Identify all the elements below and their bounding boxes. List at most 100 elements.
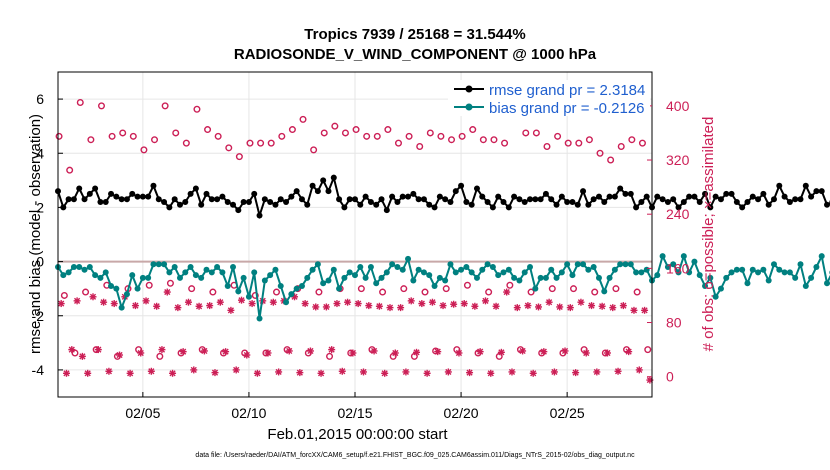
- assimilated-obs-marker: [73, 297, 81, 305]
- possible-obs-marker: [421, 288, 429, 296]
- bias-point: [723, 274, 730, 281]
- possible-obs-marker: [469, 126, 477, 134]
- rmse-point: [590, 196, 597, 203]
- bias-point: [410, 277, 417, 284]
- assimilated-obs-marker: [428, 298, 436, 306]
- bias-point: [728, 269, 735, 276]
- bias-point: [415, 266, 422, 273]
- assimilated-obs-marker: [333, 300, 341, 308]
- rmse-point: [182, 199, 189, 205]
- rmse-point: [675, 204, 682, 211]
- bias-point: [458, 266, 465, 273]
- bias-point: [606, 274, 613, 281]
- possible-obs-marker: [278, 132, 286, 140]
- bias-point: [707, 274, 714, 281]
- bias-point: [129, 272, 136, 279]
- assimilated-obs-marker: [100, 298, 108, 306]
- rmse-point: [394, 199, 401, 205]
- assimilated-obs-marker: [641, 306, 649, 314]
- assimilated-obs-marker: [243, 351, 251, 359]
- rmse-point: [362, 193, 369, 200]
- assimilated-obs-marker: [588, 302, 596, 310]
- possible-obs-marker: [405, 132, 413, 140]
- possible-obs-marker: [257, 139, 265, 147]
- rmse-point: [277, 196, 284, 203]
- assimilated-obs-marker: [142, 297, 150, 305]
- possible-obs-marker: [426, 129, 434, 137]
- possible-obs-marker: [633, 288, 641, 296]
- possible-obs-marker: [288, 126, 296, 134]
- bias-point: [638, 269, 645, 276]
- assimilated-obs-marker: [216, 298, 224, 306]
- assimilated-obs-marker: [444, 368, 452, 376]
- bias-point: [81, 266, 88, 273]
- bias-point: [431, 282, 438, 289]
- bias-point: [320, 280, 327, 287]
- bias-point: [230, 264, 237, 270]
- rmse-point: [198, 201, 205, 208]
- rmse-point: [150, 182, 157, 189]
- rmse-point: [261, 196, 268, 203]
- bias-point: [309, 266, 316, 273]
- bias-point: [70, 264, 77, 270]
- y-tick-label-right: 160: [666, 260, 690, 276]
- bias-point: [330, 266, 337, 273]
- bias-point: [288, 291, 295, 298]
- possible-obs-marker: [315, 288, 323, 296]
- assimilated-obs-marker: [126, 369, 134, 377]
- bias-point: [548, 266, 555, 273]
- assimilated-obs-marker: [630, 306, 638, 314]
- bias-point: [765, 277, 772, 284]
- bias-point: [527, 264, 534, 270]
- bias-point: [283, 299, 290, 306]
- bias-point: [500, 269, 507, 276]
- bias-point: [659, 253, 666, 260]
- y-axis-label-left: rmse and bias (model - observation): [27, 114, 44, 354]
- rmse-point: [755, 196, 762, 203]
- possible-obs-marker: [209, 288, 217, 296]
- possible-obs-marker: [363, 132, 371, 140]
- rmse-point: [792, 196, 799, 203]
- bias-point: [760, 266, 767, 273]
- possible-obs-marker: [379, 288, 387, 296]
- rmse-point: [781, 193, 788, 200]
- rmse-point: [187, 190, 194, 197]
- assimilated-obs-marker: [418, 300, 426, 308]
- possible-obs-marker: [310, 146, 318, 154]
- rmse-point: [97, 199, 104, 205]
- bias-point: [378, 274, 385, 281]
- legend-bias-label: bias grand pr = -0.2126: [489, 100, 645, 117]
- rmse-point: [139, 193, 146, 200]
- possible-obs-marker: [596, 149, 604, 157]
- bias-point: [208, 269, 215, 276]
- assimilated-obs-marker: [619, 302, 627, 310]
- rmse-point: [171, 196, 178, 203]
- rmse-point: [760, 190, 767, 197]
- bias-point: [277, 282, 284, 289]
- series-rmse: [55, 174, 830, 220]
- bias-point: [399, 266, 406, 273]
- possible-obs-marker: [564, 139, 572, 147]
- rmse-point: [802, 182, 809, 189]
- rmse-point: [505, 204, 512, 211]
- rmse-line: [57, 174, 830, 220]
- rmse-point: [622, 190, 629, 197]
- rmse-point: [824, 201, 830, 208]
- rmse-point: [585, 201, 592, 208]
- bias-point: [92, 272, 99, 279]
- bias-point: [611, 266, 618, 273]
- bias-point: [357, 264, 364, 270]
- assimilated-obs-marker: [227, 306, 235, 314]
- rmse-point: [532, 196, 539, 203]
- bias-point: [155, 261, 162, 268]
- possible-obs-marker: [628, 136, 636, 144]
- rmse-point: [118, 196, 125, 203]
- assimilated-obs-marker: [78, 352, 86, 360]
- assimilated-obs-marker: [497, 348, 505, 356]
- assimilated-obs-marker: [153, 302, 161, 310]
- rmse-point: [410, 190, 417, 197]
- assimilated-obs-marker: [275, 368, 283, 376]
- bias-point: [749, 266, 756, 273]
- bias-point: [463, 264, 470, 270]
- assimilated-obs-marker: [338, 367, 346, 375]
